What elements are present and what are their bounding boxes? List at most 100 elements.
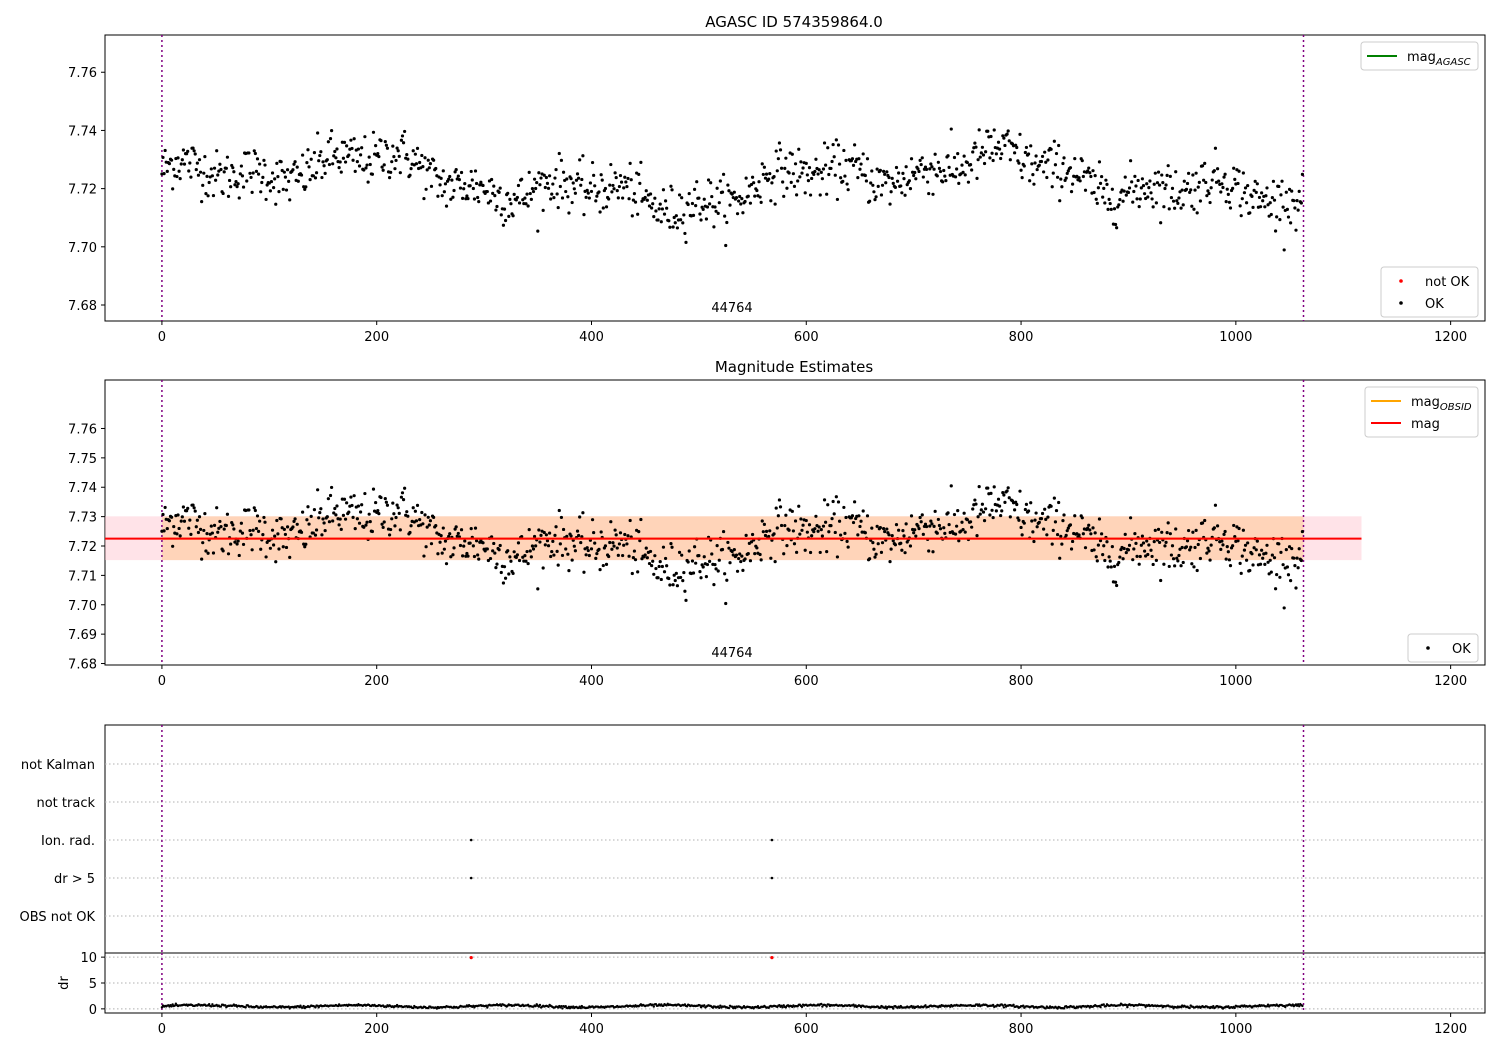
panel2-point bbox=[1232, 523, 1236, 528]
panel2-point bbox=[171, 544, 175, 548]
panel2-point bbox=[239, 521, 243, 525]
panel1-point bbox=[988, 156, 992, 160]
panel1-point bbox=[870, 169, 874, 173]
panel2-point bbox=[162, 529, 166, 533]
panel2-point bbox=[256, 529, 261, 533]
panel2-point bbox=[919, 520, 923, 524]
panel2-point bbox=[818, 550, 822, 555]
panel1-point bbox=[476, 195, 480, 200]
panel1-legend-top-box bbox=[1360, 41, 1479, 71]
panel2-point bbox=[977, 485, 981, 489]
panel2-frame bbox=[104, 379, 1486, 666]
panel1-point bbox=[750, 175, 755, 179]
panel1-point bbox=[182, 162, 187, 166]
panel2-point bbox=[415, 503, 420, 507]
panel2-point bbox=[253, 508, 257, 513]
panel2-point bbox=[515, 553, 519, 557]
panel2-point bbox=[385, 503, 390, 507]
panel1-point bbox=[857, 157, 861, 161]
panel2-point bbox=[994, 509, 998, 513]
panel1-point bbox=[1242, 191, 1247, 195]
panel1-point bbox=[1151, 205, 1155, 209]
panel2-point bbox=[195, 518, 199, 522]
panel1-point bbox=[1065, 171, 1069, 176]
panel2-point bbox=[438, 540, 442, 544]
panel1-point bbox=[1277, 184, 1281, 189]
panel2-point bbox=[428, 519, 433, 523]
panel2-point bbox=[283, 532, 288, 537]
panel4-dr-point bbox=[486, 1006, 489, 1009]
panel1-point bbox=[623, 175, 627, 179]
panel2-point bbox=[734, 553, 739, 557]
panel1-point bbox=[301, 153, 305, 157]
panel2-point bbox=[1180, 545, 1184, 550]
panel1-point bbox=[1050, 185, 1054, 189]
panel2-point bbox=[846, 545, 850, 549]
panel1-point bbox=[648, 192, 653, 196]
panel2-point bbox=[732, 548, 736, 552]
panel1-point bbox=[584, 195, 588, 199]
panel2-point bbox=[790, 509, 794, 513]
panel1-point bbox=[552, 196, 556, 200]
panel2-point bbox=[209, 524, 213, 528]
panel4-dr-point bbox=[820, 1002, 823, 1006]
panel1-point bbox=[1040, 154, 1045, 159]
panel2-point bbox=[1263, 562, 1267, 566]
panel1-point bbox=[1176, 201, 1180, 205]
panel2-point bbox=[432, 515, 436, 519]
panel2-point bbox=[1046, 515, 1050, 519]
panel1-point bbox=[1068, 166, 1073, 170]
panel1-point bbox=[309, 157, 313, 161]
panel1-point bbox=[366, 180, 370, 184]
panel1-point bbox=[890, 176, 894, 180]
panel1-point bbox=[812, 172, 816, 177]
panel2-point bbox=[327, 520, 332, 524]
panel1-point bbox=[656, 218, 660, 222]
panel1-point bbox=[621, 196, 625, 200]
panel1-point bbox=[1042, 170, 1046, 174]
panel2-point bbox=[254, 526, 259, 531]
panel2-point bbox=[399, 495, 404, 499]
panel2-point bbox=[1140, 534, 1145, 538]
panel2-point bbox=[1279, 550, 1283, 554]
panel1-point bbox=[1197, 180, 1201, 184]
panel1-point bbox=[990, 151, 994, 155]
panel1-point bbox=[1092, 190, 1096, 195]
panel2-point bbox=[282, 527, 286, 532]
panel1-point bbox=[592, 173, 596, 177]
panel2-point bbox=[401, 498, 406, 502]
panel1-point bbox=[744, 176, 748, 180]
panel1-point bbox=[285, 168, 290, 172]
panel1-point bbox=[869, 181, 873, 185]
panel1-point bbox=[1019, 168, 1023, 172]
panel2-point bbox=[652, 572, 656, 576]
panel2-point bbox=[773, 560, 777, 564]
panel1-point bbox=[1053, 163, 1058, 167]
panel1-point bbox=[515, 195, 519, 200]
panel1-point bbox=[1252, 188, 1256, 192]
panel2-point bbox=[352, 494, 356, 498]
panel2-point bbox=[524, 559, 528, 563]
panel1-point bbox=[329, 129, 334, 133]
panel2-point bbox=[595, 552, 599, 556]
panel2-point bbox=[313, 533, 318, 537]
panel1-point bbox=[608, 183, 612, 187]
panel1-point bbox=[1203, 161, 1207, 165]
panel2-point bbox=[1173, 564, 1177, 568]
panel2-point bbox=[785, 544, 789, 548]
panel1-point bbox=[438, 183, 442, 187]
panel1-point bbox=[737, 199, 741, 203]
panel2-point bbox=[288, 555, 292, 559]
panel4-dr-point bbox=[652, 1005, 655, 1008]
panel4-ytick-label: 10 bbox=[80, 951, 97, 966]
panel2-point bbox=[222, 527, 226, 531]
panel2-point bbox=[714, 567, 718, 571]
panel1-point bbox=[466, 197, 470, 201]
panel1-point bbox=[200, 200, 204, 204]
panel2-point bbox=[499, 570, 503, 575]
panel2-point bbox=[258, 519, 262, 523]
panel4-dr-point bbox=[1104, 1004, 1108, 1008]
panel2-point bbox=[1220, 539, 1224, 543]
panel1-point bbox=[341, 156, 346, 160]
panel1-point bbox=[397, 154, 401, 158]
